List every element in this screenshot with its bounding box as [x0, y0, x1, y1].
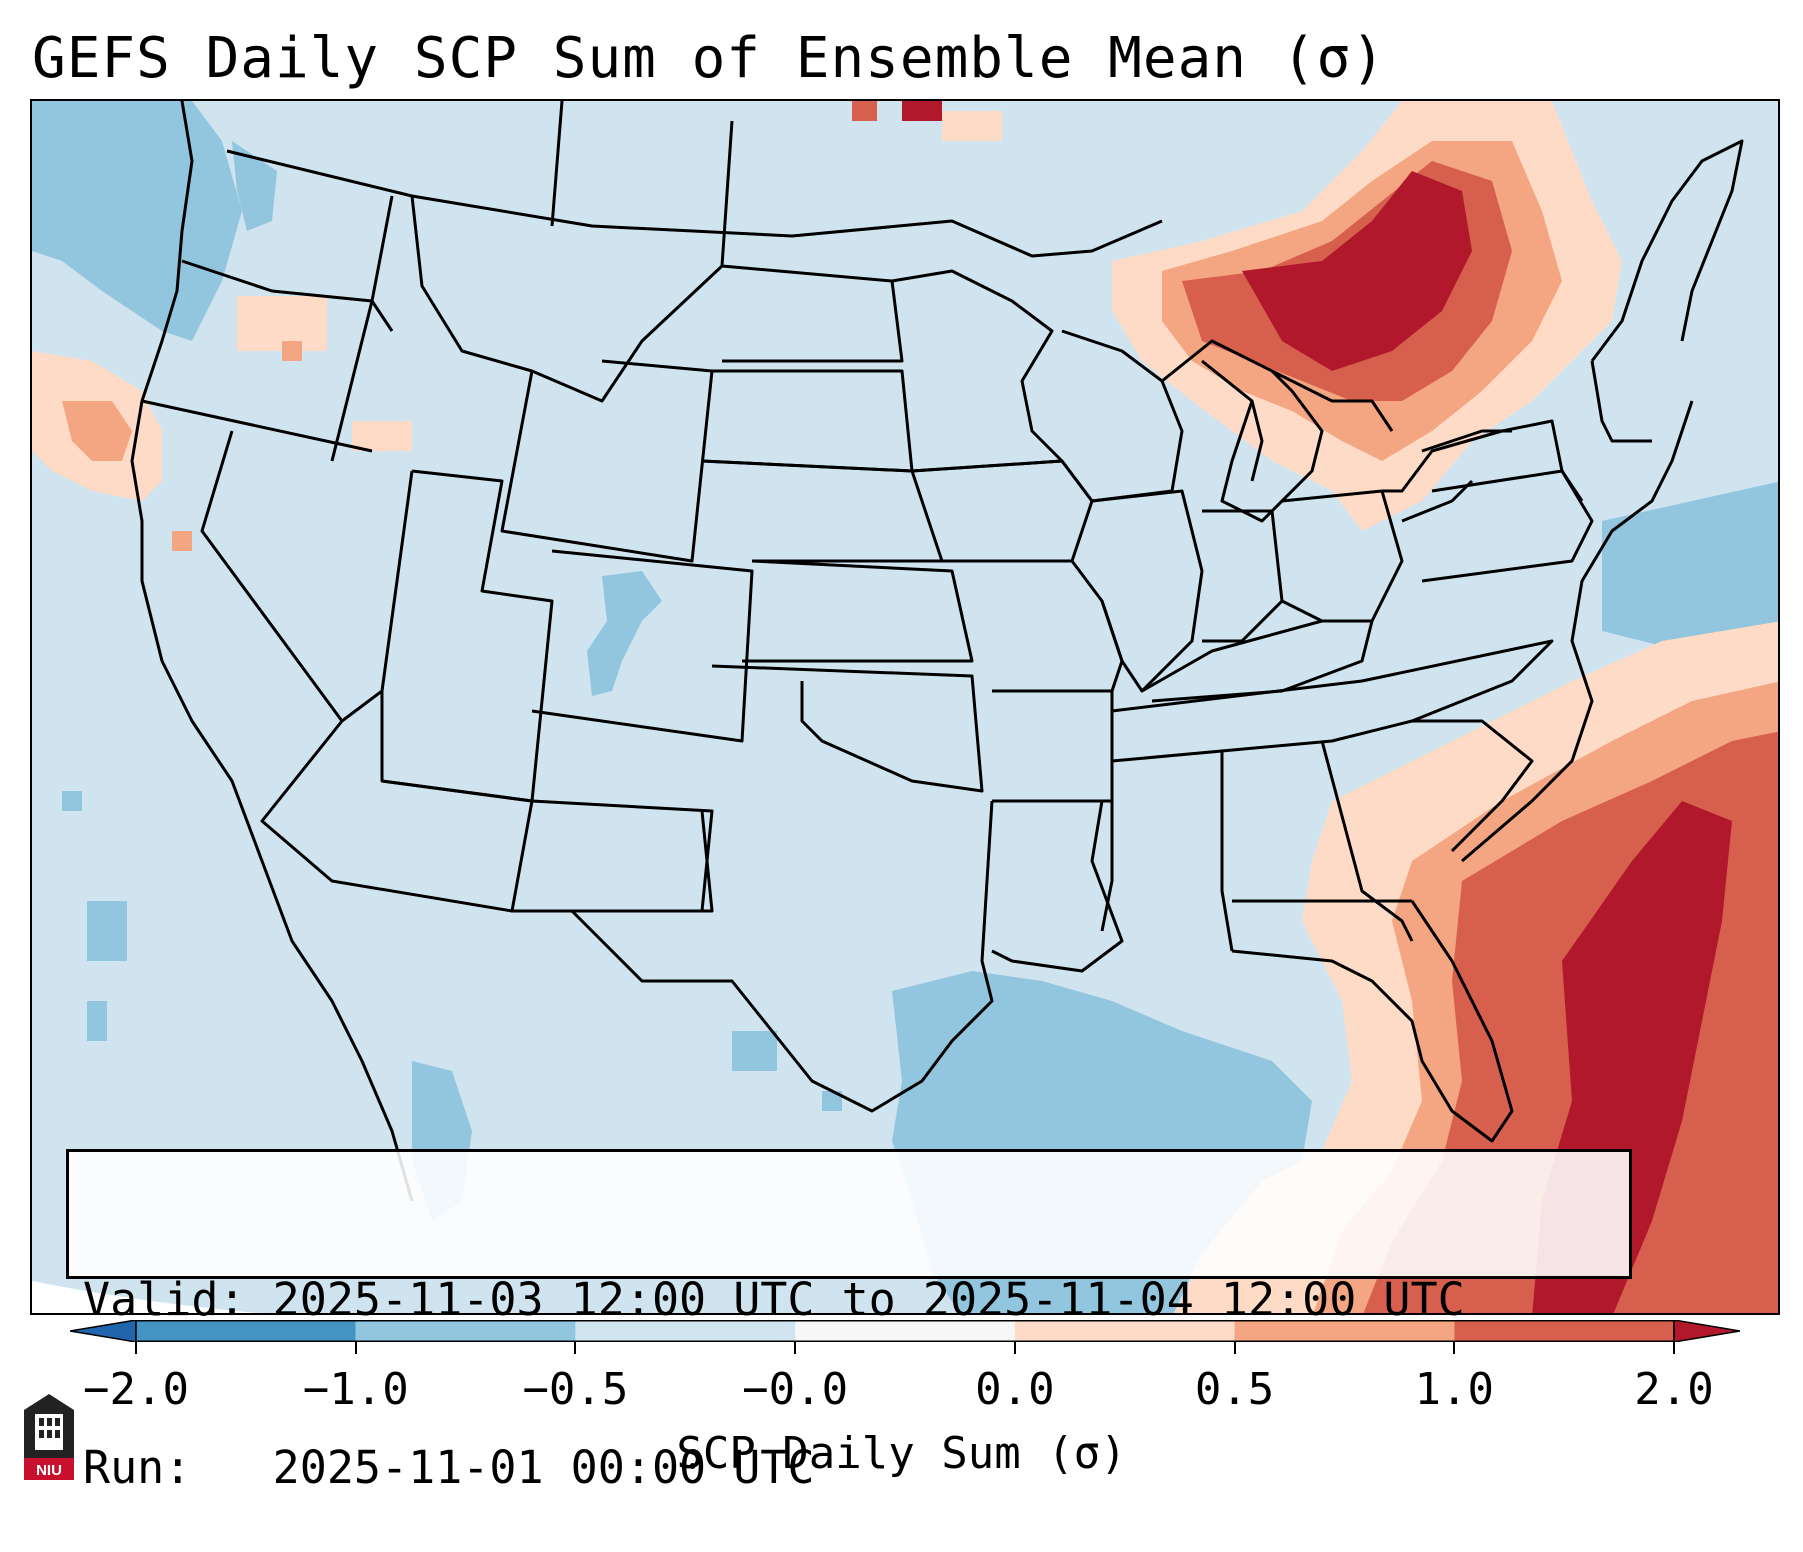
positive-anomaly-great-lakes [852, 101, 1622, 531]
colorbar-extend-high [1673, 1320, 1740, 1342]
chart-title: GEFS Daily SCP Sum of Ensemble Mean (σ) [32, 26, 1386, 91]
colorbar-tick-mark [1233, 1342, 1236, 1354]
colorbar-outline [135, 1320, 1675, 1342]
svg-text:NIU: NIU [36, 1462, 62, 1479]
negative-anomaly-colorado [587, 571, 662, 696]
colorbar-bin [136, 1320, 356, 1342]
colorbar-tick-mark [574, 1342, 577, 1354]
colorbar-tick-label: 0.5 [1194, 1364, 1275, 1415]
projection-edge [32, 1281, 258, 1313]
valid-line: Valid: 2025-11-03 12:00 UTC to 2025-11-0… [83, 1273, 1465, 1326]
colorbar-bin [575, 1320, 796, 1342]
colorbar-tick-mark [794, 1342, 797, 1354]
niu-logo: NIU [24, 1394, 74, 1480]
negative-anomaly-pacific-nw [32, 101, 277, 1041]
colorbar-tick-mark [135, 1342, 137, 1354]
colorbar-bin [1454, 1320, 1674, 1342]
map-panel [30, 99, 1780, 1315]
positive-anomaly-california [32, 296, 412, 551]
colorbar-tick-mark [1013, 1342, 1016, 1354]
colorbar-bin [1234, 1320, 1455, 1342]
colorbar-tick-label: −2.0 [83, 1364, 189, 1415]
colorbar-tick-mark [1453, 1342, 1456, 1354]
colorbar-bin [355, 1320, 576, 1342]
colorbar-tick-label: 0.0 [975, 1364, 1055, 1415]
colorbar-label: SCP Daily Sum (σ) [676, 1428, 1127, 1479]
colorbar-tick-label: 2.0 [1634, 1364, 1714, 1415]
colorbar-bin [1014, 1320, 1235, 1342]
colorbar-tick-label: −0.5 [522, 1364, 629, 1415]
negative-anomaly-atlantic [1602, 481, 1778, 661]
colorbar-tick-label: 1.0 [1414, 1364, 1495, 1415]
colorbar-tick-mark [1673, 1342, 1675, 1354]
colorbar-tick-label: −1.0 [302, 1364, 409, 1415]
scp-map [32, 101, 1778, 1313]
colorbar-bin [795, 1320, 1015, 1342]
valid-time-box: Valid: 2025-11-03 12:00 UTC to 2025-11-0… [66, 1149, 1632, 1494]
colorbar [70, 1320, 1740, 1342]
state-boundaries [130, 101, 1744, 1202]
colorbar-tick-label: −0.0 [742, 1364, 849, 1415]
colorbar-tick-mark [354, 1342, 357, 1354]
colorbar-extend-low [70, 1320, 137, 1342]
run-line: Run: 2025-11-01 00:00 UTC [83, 1441, 815, 1494]
